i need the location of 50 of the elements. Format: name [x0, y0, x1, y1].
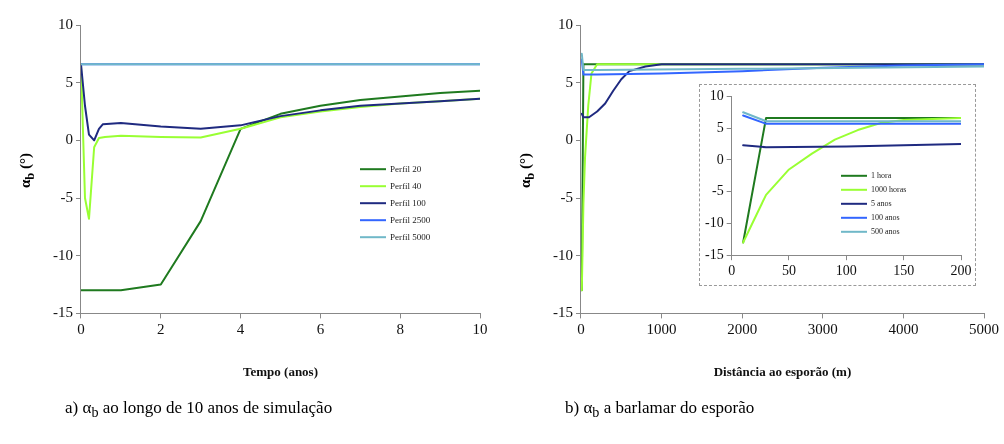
- x-tick-label: 150: [893, 263, 915, 279]
- y-tick-label: 5: [565, 73, 573, 90]
- legend-label: Perfil 40: [390, 180, 422, 191]
- y-tick-label: 5: [65, 73, 73, 90]
- y-tick-label: -10: [553, 246, 573, 263]
- x-tick-label: 5000: [969, 321, 999, 338]
- x-tick-label: 50: [782, 263, 796, 279]
- inset-frame: 0 50 100 150 200 -15 -10 -5 0 5 10 1 hora 1000 horas 5 anos 100 anos 500 anos: [699, 84, 976, 286]
- y-tick-label: -5: [711, 183, 724, 199]
- y-tick-label: -5: [60, 188, 73, 205]
- x-tick-label: 200: [950, 263, 972, 279]
- text: b) α$_{b}$ a barlamar do esporão: [565, 398, 755, 422]
- x-tick-label: 10: [472, 321, 488, 338]
- x-tick-label: 0: [728, 263, 736, 279]
- y-tick-label: 10: [709, 88, 724, 104]
- y-tick-label: -15: [53, 304, 73, 321]
- y-tick-label: -15: [704, 246, 724, 262]
- x-axis-title: Tempo (anos): [242, 363, 319, 379]
- legend-label: 1 hora: [871, 170, 892, 180]
- legend-label: Perfil 100: [390, 197, 427, 208]
- legend-label: Perfil 20: [390, 163, 422, 174]
- legend-label: 500 anos: [871, 226, 900, 236]
- legend-label: 1000 horas: [871, 184, 907, 194]
- y-tick-label: -10: [53, 246, 73, 263]
- y-tick-label: 10: [558, 15, 573, 32]
- y-tick-label: 0: [716, 151, 724, 167]
- text: a) α$_{b}$ ao longo de 10 anos de simulação: [65, 398, 333, 422]
- y-tick-label: 0: [65, 131, 73, 148]
- y-tick-label: -5: [560, 188, 573, 205]
- x-tick-label: 100: [835, 263, 857, 279]
- y-tick-label: 5: [716, 119, 724, 135]
- y-tick-label: -10: [704, 215, 724, 231]
- x-tick-label: 2: [157, 321, 165, 338]
- y-tick-label: 10: [58, 15, 73, 32]
- x-tick-label: 1000: [646, 321, 677, 338]
- x-axis-title: Distância ao esporão (m): [713, 363, 852, 379]
- y-tick-label: -15: [553, 304, 573, 321]
- x-tick-label: 4000: [888, 321, 919, 338]
- legend-label: Perfil 5000: [390, 231, 431, 242]
- x-tick-label: 6: [316, 321, 325, 338]
- x-tick-label: 0: [577, 321, 585, 338]
- x-tick-label: 8: [396, 321, 404, 338]
- legend-label: 100 anos: [871, 212, 900, 222]
- x-tick-label: 0: [77, 321, 85, 338]
- legend-label: 5 anos: [871, 198, 892, 208]
- x-tick-label: 2000: [727, 321, 758, 338]
- x-tick-label: 4: [236, 321, 245, 338]
- y-tick-label: 0: [565, 131, 573, 148]
- x-tick-label: 3000: [807, 321, 838, 338]
- legend-label: Perfil 2500: [390, 214, 431, 225]
